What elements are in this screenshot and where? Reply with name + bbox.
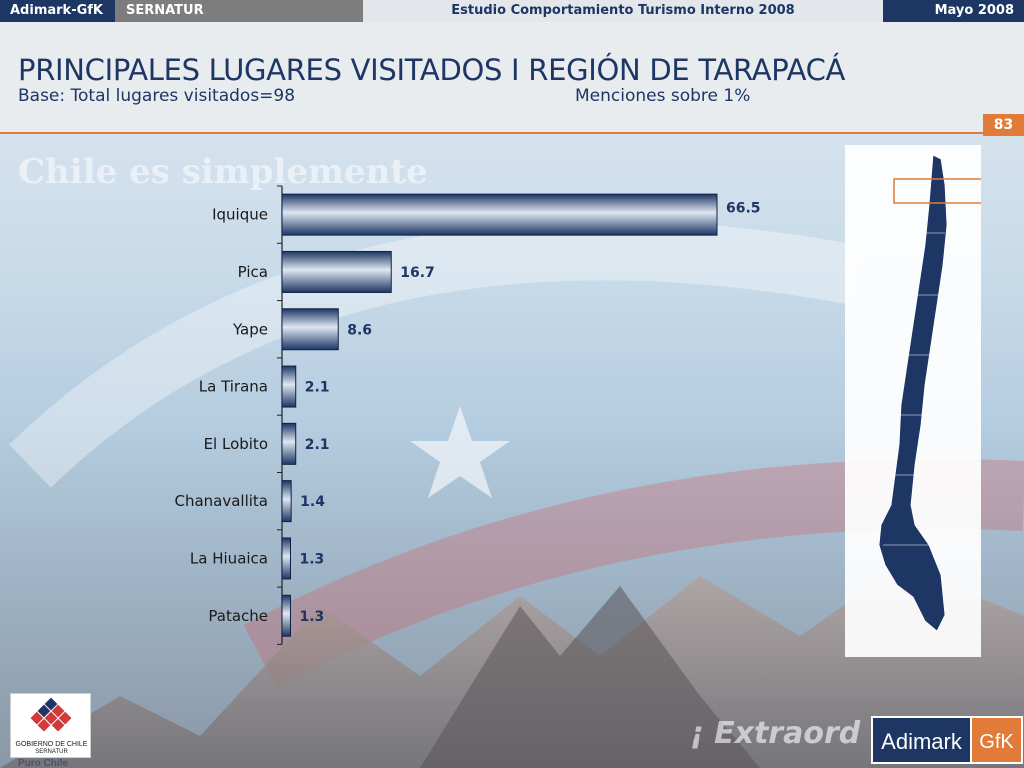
report-date: Mayo 2008 — [883, 0, 1024, 22]
base-note: Base: Total lugares visitados=98 — [18, 86, 296, 106]
category-label: Pica — [238, 263, 268, 281]
gov-emblem-icon — [30, 697, 72, 732]
chile-map-panel — [845, 145, 989, 657]
category-label: La Hiuaica — [190, 549, 268, 567]
chart-axis — [277, 185, 283, 645]
page-number-badge: 83 — [983, 114, 1024, 136]
value-label: 1.3 — [300, 609, 325, 625]
chile-map-icon — [878, 154, 989, 632]
bar — [281, 250, 392, 293]
gov-agency: SERNATUR — [35, 749, 68, 755]
category-label: El Lobito — [204, 435, 268, 453]
bar — [281, 365, 297, 408]
bar — [281, 480, 292, 523]
category-label: Yape — [232, 320, 268, 338]
category-label: Iquique — [212, 206, 268, 224]
mentions-note: Menciones sobre 1% — [575, 86, 751, 106]
value-label: 1.3 — [300, 551, 325, 567]
value-label: 66.5 — [726, 201, 761, 217]
bar — [281, 537, 292, 580]
value-label: 1.4 — [300, 494, 325, 510]
gobierno-logo: GOBIERNO DE CHILE SERNATUR — [10, 693, 91, 758]
client-label: SERNATUR — [115, 0, 363, 22]
brand-label: Adimark-GfK — [0, 0, 115, 22]
value-label: 8.6 — [347, 322, 372, 338]
bar — [281, 422, 297, 465]
bar — [281, 193, 718, 236]
category-label: La Tirana — [199, 378, 268, 396]
chart-bars: Iquique 66.5 Pica 16.7 Yape 8.6 La Tirana 2.1 El… — [174, 193, 761, 637]
category-label: Chanavallita — [174, 492, 268, 510]
tagline-text: ¡ Extraord — [690, 716, 861, 751]
adimark-gfk-logo: Adimark GfK — [871, 716, 1023, 764]
value-label: 2.1 — [305, 380, 330, 396]
value-label: 2.1 — [305, 437, 330, 453]
title-band: PRINCIPALES LUGARES VISITADOS I REGIÓN D… — [0, 22, 1024, 134]
gfk-logo-text: GfK — [972, 716, 1023, 764]
bar — [281, 308, 339, 351]
bar — [281, 594, 292, 637]
page-title: PRINCIPALES LUGARES VISITADOS I REGIÓN D… — [18, 53, 846, 87]
value-label: 16.7 — [400, 265, 435, 281]
watermark-text: Chile es simplemente — [18, 152, 428, 192]
gov-name: GOBIERNO DE CHILE — [15, 741, 88, 748]
star-icon — [410, 406, 510, 498]
gov-motto: Puro Chile — [18, 758, 69, 768]
study-title: Estudio Comportamiento Turismo Interno 2… — [363, 0, 883, 22]
category-label: Patache — [208, 607, 268, 625]
adimark-logo-text: Adimark — [871, 716, 972, 764]
header-bar: Adimark-GfK SERNATUR Estudio Comportamie… — [0, 0, 1024, 22]
